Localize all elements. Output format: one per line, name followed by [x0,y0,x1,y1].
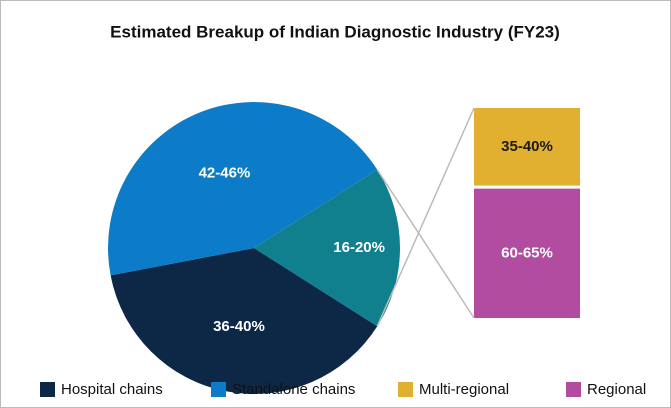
value-label: 16-20% [333,239,385,256]
legend-label: Standalone chains [232,381,355,398]
value-label: 60-65% [501,244,553,261]
pie-slice [110,248,378,394]
bar-segment [474,188,580,318]
value-label: 42-46% [199,164,251,181]
pie-slice [254,169,401,327]
legend-swatch [40,382,55,397]
bar-segment [474,108,580,186]
connector-line [376,169,475,319]
legend-label: Regional [587,381,646,398]
value-label: 35-40% [501,138,553,155]
value-label: 36-40% [213,318,265,335]
legend-swatch [398,382,413,397]
legend-label: Multi-regional [419,381,509,398]
chart-title: Estimated Breakup of Indian Diagnostic I… [110,22,560,41]
pie-slice [108,102,378,276]
legend-swatch [211,382,226,397]
legend-label: Hospital chains [61,381,163,398]
legend-swatch [566,382,581,397]
connector-line [376,107,475,327]
